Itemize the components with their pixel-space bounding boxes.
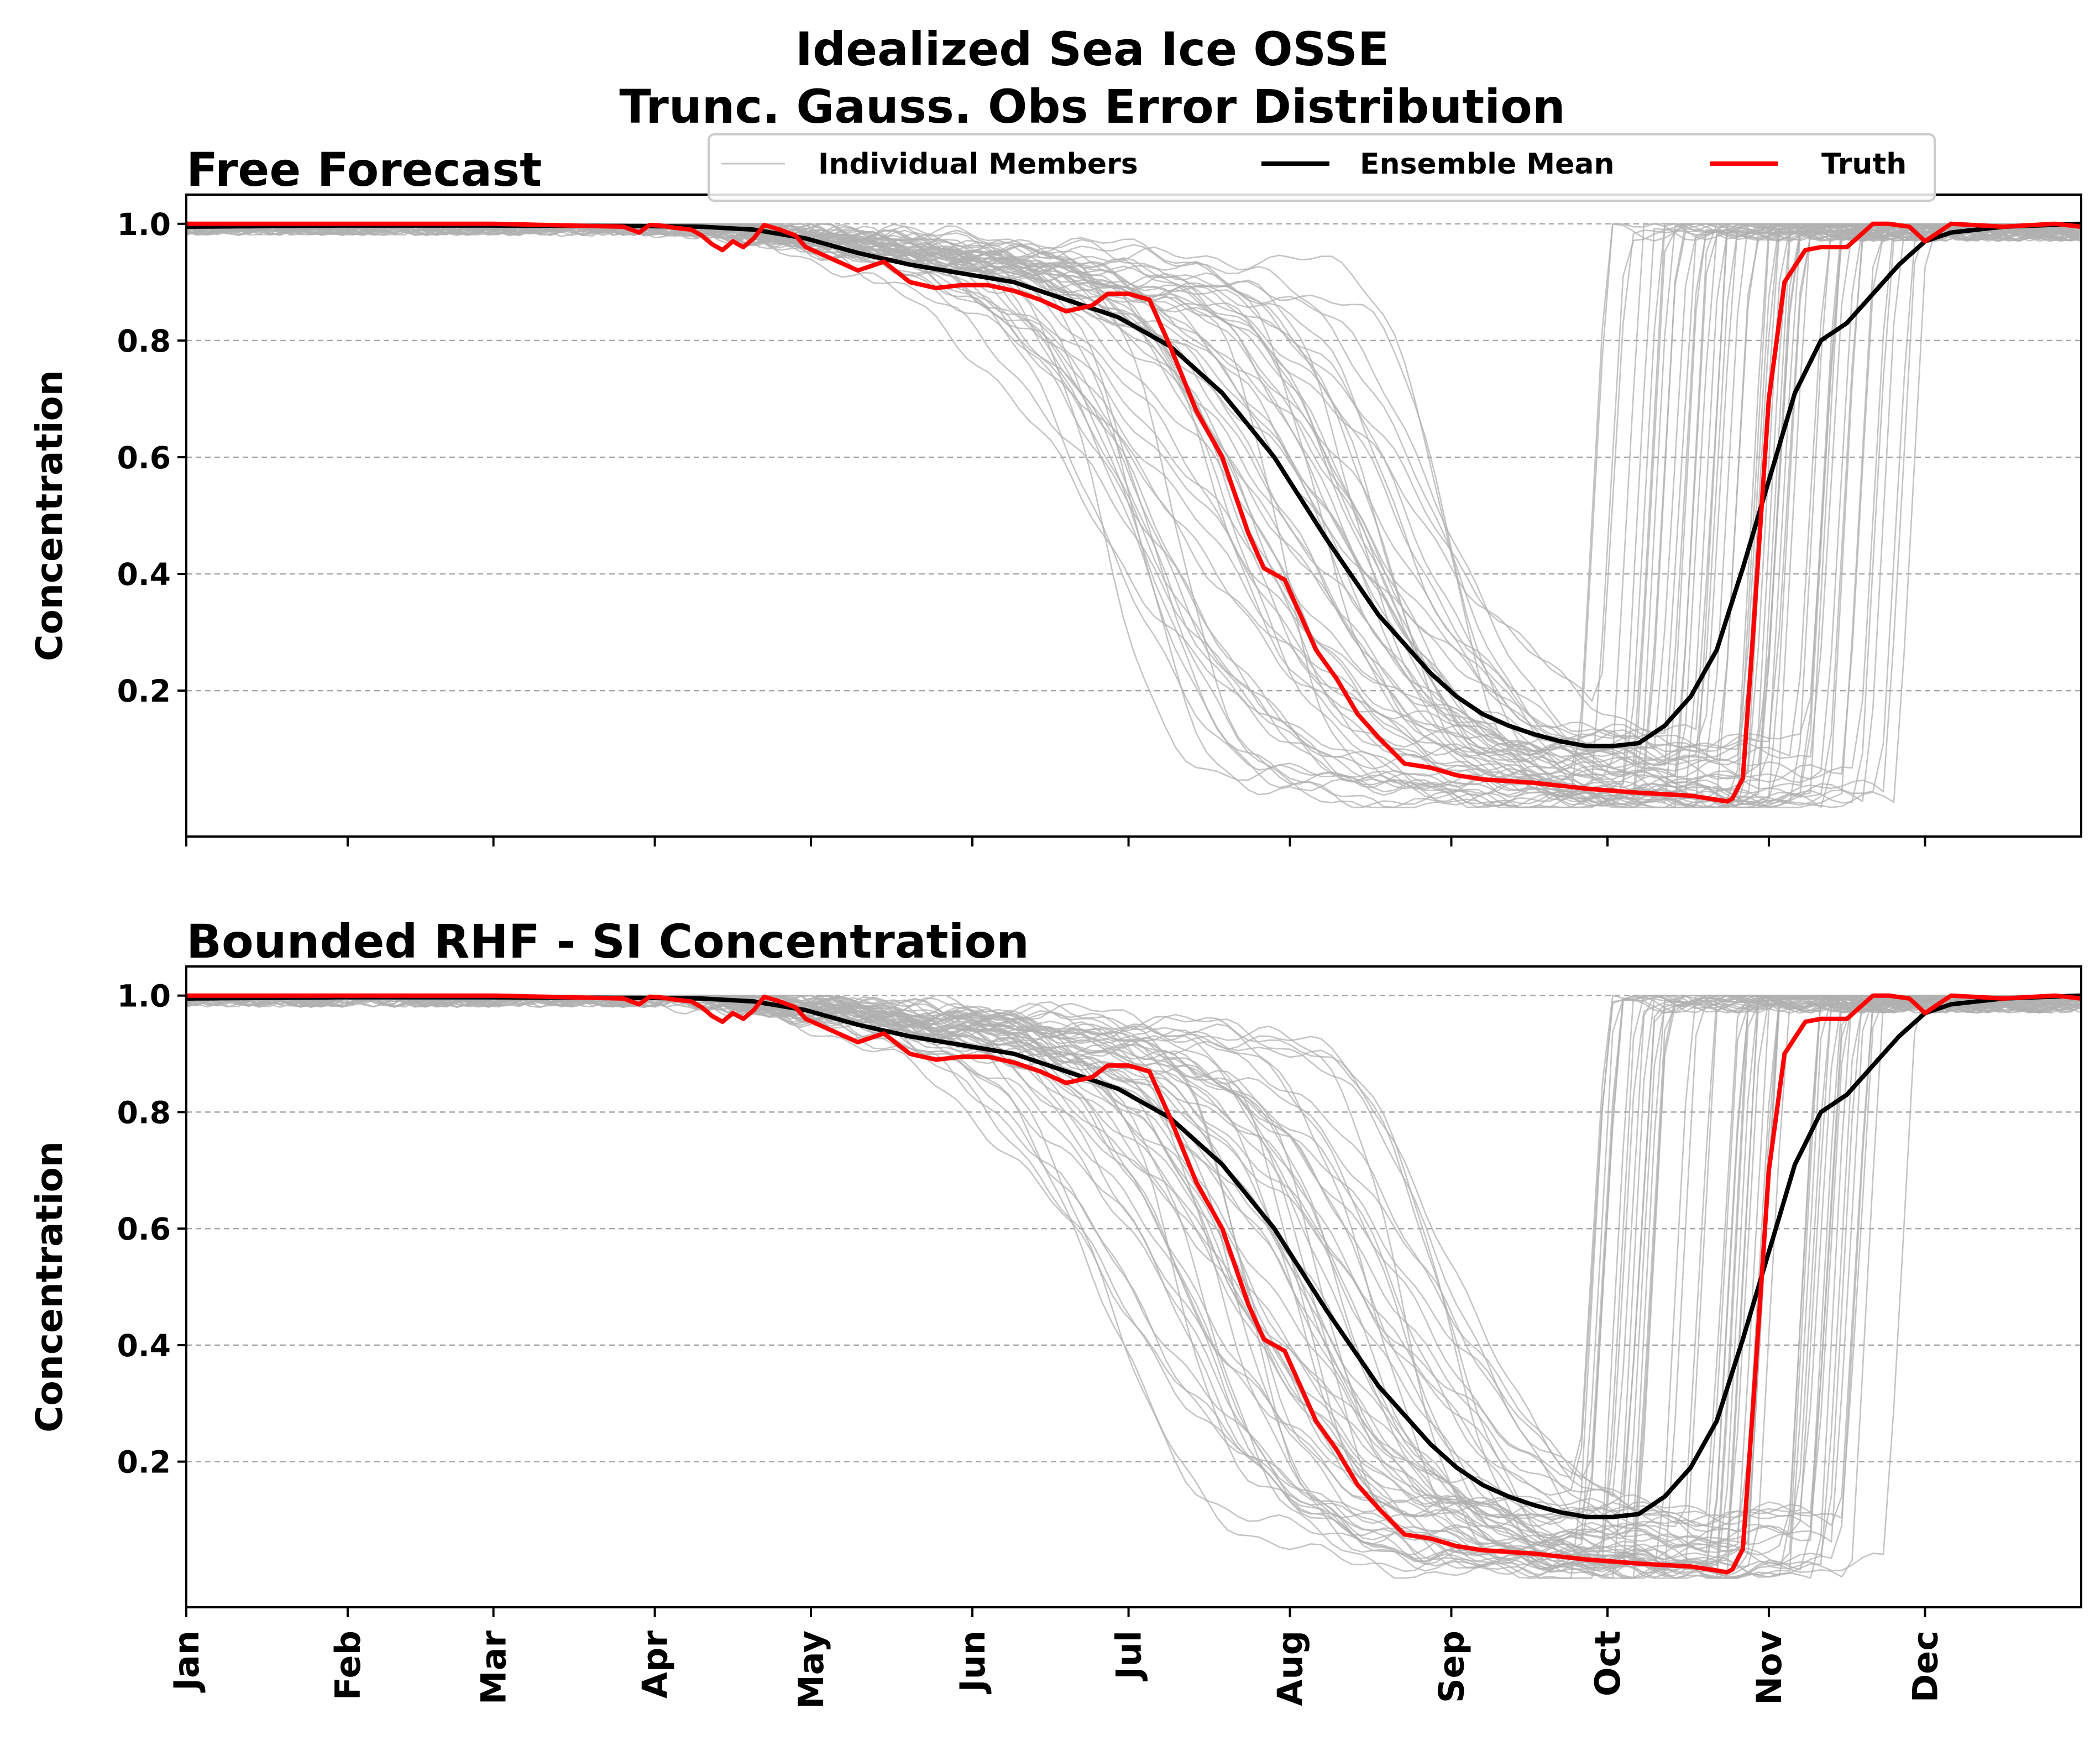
panel2-xtick-label: Jun xyxy=(952,1630,993,1694)
panel2-xtick-label: Oct xyxy=(1588,1630,1628,1696)
panel1-title: Free Forecast xyxy=(186,143,542,197)
panel1-member-line xyxy=(186,223,2081,766)
panel1-member-line xyxy=(186,223,2081,768)
panel2-xtick-label: Jan xyxy=(166,1630,207,1693)
panel2-title: Bounded RHF - SI Concentration xyxy=(186,914,1029,969)
panel1-member-line xyxy=(186,223,2081,799)
panel2-xtick-label: Mar xyxy=(474,1630,514,1705)
panel1-member-line xyxy=(186,223,2081,770)
panel1-ytick-label: 0.2 xyxy=(117,673,171,709)
legend-members-label: Individual Members xyxy=(818,148,1138,181)
panel2-ytick-label: 0.4 xyxy=(117,1328,171,1363)
panel2-ytick-label: 0.2 xyxy=(117,1445,171,1480)
legend: Individual Members Ensemble Mean Truth xyxy=(708,133,1936,202)
panel2-frame xyxy=(185,965,2082,1608)
panel1-member-line xyxy=(186,223,2081,769)
panel1-member-line xyxy=(186,223,2081,761)
panel1-member-line xyxy=(186,223,2081,766)
panel2-xtick-label: Sep xyxy=(1431,1630,1471,1703)
legend-frame xyxy=(708,133,1936,202)
panel2-xtick-label: Dec xyxy=(1905,1630,1945,1702)
panel2-ylabel: Concentration xyxy=(28,1141,71,1433)
panel1-member-line xyxy=(186,223,2081,801)
panel2-xtick-label: Nov xyxy=(1749,1630,1789,1705)
panel2-ytick-label: 1.0 xyxy=(117,979,171,1014)
legend-mean-label: Ensemble Mean xyxy=(1360,148,1614,181)
panel2-truth-line xyxy=(186,993,2081,1575)
panel1-member-line xyxy=(186,223,2081,761)
panel2-xtick-label: Aug xyxy=(1270,1630,1311,1706)
panel2-xtick-label: Jul xyxy=(1109,1630,1149,1681)
panel1-member-line xyxy=(186,223,2081,799)
panel1-ytick-label: 0.6 xyxy=(117,440,171,475)
panel1-truth-line xyxy=(186,221,2081,804)
panel1-member-line xyxy=(186,223,2081,765)
panel-free-forecast: 0.2 0.4 0.6 0.8 1.0 Free Forecast Concentratio… xyxy=(28,143,2082,846)
panel2-ensemble-mean-line xyxy=(186,993,2081,1519)
panel2-xtick-label: Feb xyxy=(328,1630,368,1700)
legend-truth-label: Truth xyxy=(1821,148,1907,181)
panel1-member-line xyxy=(186,223,2081,769)
panel1-member-line xyxy=(186,223,2081,808)
panel1-ytick-label: 0.4 xyxy=(117,557,171,592)
panel1-member-line xyxy=(186,223,2081,796)
panel1-ylabel: Concentration xyxy=(28,370,71,661)
panel1-member-line xyxy=(186,223,2081,797)
panel2-plot-area xyxy=(186,993,2081,1579)
figure-title-line-1: Idealized Sea Ice OSSE xyxy=(795,22,1390,76)
panel1-ytick-label: 0.8 xyxy=(117,323,171,359)
panel2-ytick-label: 0.8 xyxy=(117,1095,171,1130)
figure-title-line-2: Trunc. Gauss. Obs Error Distribution xyxy=(619,80,1565,134)
panel2-xtick-label: May xyxy=(791,1630,831,1709)
panel2-ytick-label: 0.6 xyxy=(117,1211,171,1247)
panel1-members xyxy=(186,223,2081,809)
panel1-plot-area xyxy=(186,221,2081,809)
panel2-xtick-label: Apr xyxy=(635,1630,675,1698)
panel1-member-line xyxy=(186,223,2081,764)
panel2-member-line xyxy=(186,995,2081,1517)
panel1-member-line xyxy=(186,223,2081,761)
panel1-ytick-label: 1.0 xyxy=(117,207,171,242)
panel2-members xyxy=(186,994,2081,1579)
panel2-member-line xyxy=(186,995,2081,1529)
panel2-member-line xyxy=(186,995,2081,1568)
panel2-member-line xyxy=(186,995,2081,1525)
panel-bounded-rhf: 0.2 0.4 0.6 0.8 1.0 Jan Feb Mar Apr May Jun Jul Aug S… xyxy=(28,914,2082,1709)
